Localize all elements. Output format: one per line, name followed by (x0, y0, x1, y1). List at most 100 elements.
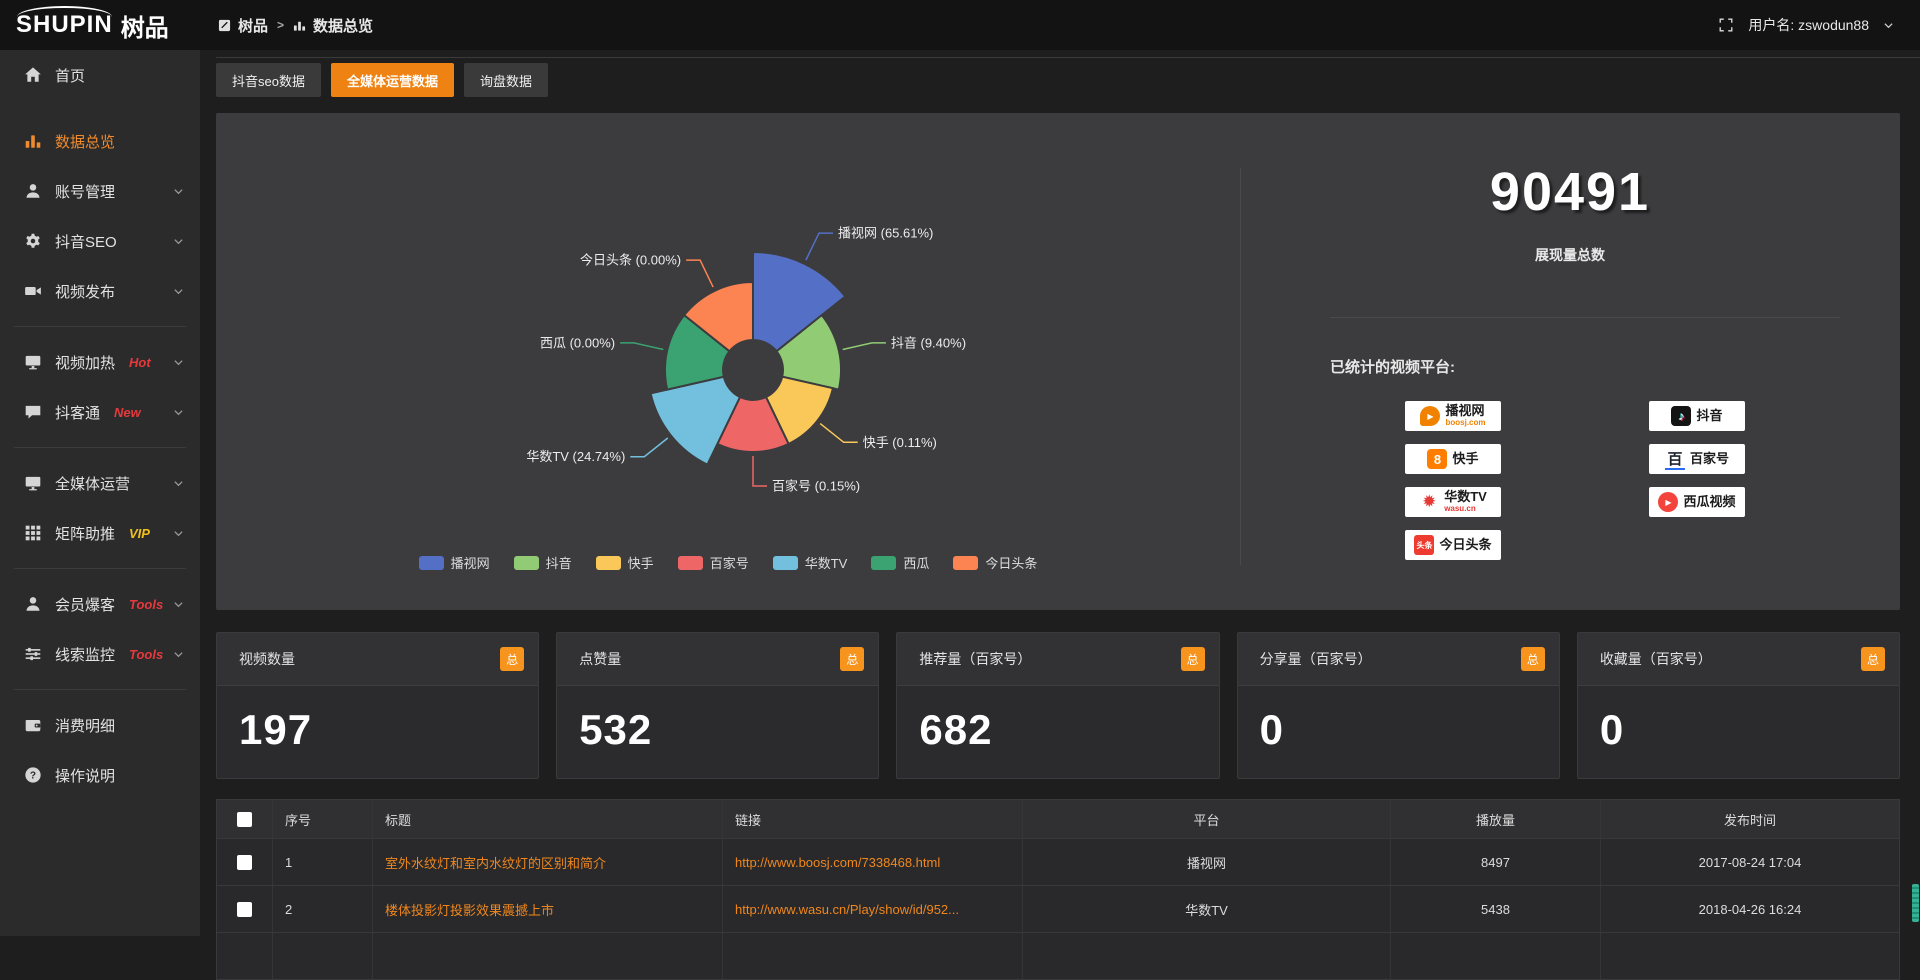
chevron-down-icon (173, 649, 184, 660)
video-title-link[interactable]: 楼体投影灯投影效果震撼上市 (385, 902, 555, 918)
legend-item-douyin[interactable]: 抖音 (513, 553, 572, 572)
platform-name: 播视网 (1445, 403, 1485, 419)
legend-item-baijia[interactable]: 百家号 (677, 553, 749, 572)
empty-cell (1023, 933, 1391, 979)
stat-card-header: 收藏量（百家号） 总 (1577, 633, 1900, 686)
row-checkbox[interactable] (237, 854, 252, 870)
tab-media-operation-data[interactable]: 全媒体运营数据 (330, 63, 454, 97)
legend-swatch (418, 555, 444, 570)
platform-badge-boosj[interactable]: ▶ 播视网 boosj.com (1405, 401, 1501, 431)
platform-badge-xigua[interactable]: ▶ 西瓜视频 (1649, 487, 1745, 517)
sidebar-item-douyin-seo[interactable]: 抖音SEO (0, 216, 200, 266)
sidebar-item-matrix-boost[interactable]: 矩阵助推 VIP (0, 508, 200, 558)
video-title-link[interactable]: 室外水纹灯和室内水纹灯的区别和简介 (385, 855, 607, 871)
stat-card-recommend-count: 推荐量（百家号） 总 682 (896, 632, 1220, 779)
empty-cell (1391, 933, 1601, 979)
platform-badge-douyin[interactable]: ♪ 抖音 (1649, 401, 1745, 431)
pie-label-boosj: 播视网 (65.61%) (838, 226, 933, 241)
fullscreen-icon[interactable] (1718, 17, 1734, 33)
sidebar-item-label: 视频发布 (55, 283, 116, 301)
header-divider (216, 57, 1920, 58)
stat-card-title: 点赞量 (579, 651, 622, 667)
wasu-logo-icon: ✹ (1422, 492, 1437, 511)
sidebar-divider (14, 447, 186, 448)
sidebar-item-label: 矩阵助推 (55, 525, 116, 543)
platforms-list: ▶ 播视网 boosj.com 8 快手 ✹ 华数TV wasu.cn 头条 今日头条 ♪ 抖音百百家… (1405, 401, 1900, 560)
video-url-link[interactable]: http://www.wasu.cn/Play/show/id/952... (735, 901, 959, 917)
topbar: SHUPIN 树品 树品 > 数据总览 用户名: zswodun88 (0, 0, 1920, 50)
stat-card-value: 532 (579, 706, 653, 753)
chart-legend: 播视网 抖音 快手 百家号 华数TV 西瓜 今日头条 (216, 553, 1240, 572)
sidebar-item-data-overview[interactable]: 数据总览 (0, 116, 200, 166)
stat-card-header: 视频数量 总 (217, 633, 539, 686)
display-icon (24, 474, 42, 492)
video-icon (24, 282, 42, 300)
pie-label-kuaishou: 快手 (0.11%) (863, 435, 937, 450)
legend-label: 华数TV (804, 556, 848, 571)
publish-time-cell: 2018-04-26 16:24 (1698, 901, 1802, 917)
chevron-down-icon (173, 528, 184, 539)
sidebar-divider (14, 568, 186, 569)
select-all-checkbox[interactable] (237, 811, 252, 827)
column-header: 播放量 (1391, 800, 1601, 838)
legend-item-toutiao[interactable]: 今日头条 (953, 553, 1037, 572)
platform-badge-toutiao[interactable]: 头条 今日头条 (1405, 530, 1501, 560)
logo-text-cn: 树品 (120, 14, 169, 42)
tab-inquiry-data[interactable]: 询盘数据 (463, 63, 548, 97)
platform-badge-wasu[interactable]: ✹ 华数TV wasu.cn (1405, 487, 1501, 517)
sidebar-item-operation-guide[interactable]: ? 操作说明 (0, 750, 200, 800)
sidebar-item-account-management[interactable]: 账号管理 (0, 166, 200, 216)
pie-label-line-xigua (620, 342, 664, 351)
gear-icon (24, 232, 42, 250)
pie-slice-toutiao[interactable] (682, 280, 754, 353)
pie-slice-wasu[interactable] (649, 375, 742, 466)
summary-divider (1330, 317, 1840, 318)
pie-slice-boosj[interactable] (752, 250, 847, 353)
sidebar-item-home[interactable]: 首页 (0, 50, 200, 100)
sidebar-divider (14, 689, 186, 690)
stat-card-header: 分享量（百家号） 总 (1237, 633, 1559, 686)
stat-card-title: 视频数量 (239, 651, 295, 667)
total-badge: 总 (840, 647, 865, 671)
legend-label: 播视网 (450, 556, 490, 571)
sidebar-item-video-publish[interactable]: 视频发布 (0, 266, 200, 316)
breadcrumb-item-shupin[interactable]: 树品 (238, 17, 269, 35)
svg-text:?: ? (30, 771, 36, 782)
sidebar-item-member-baoke[interactable]: 会员爆客 Tools (0, 579, 200, 629)
legend-item-wasu[interactable]: 华数TV (772, 553, 848, 572)
legend-item-kuaishou[interactable]: 快手 (595, 553, 654, 572)
stat-card-title: 推荐量（百家号） (919, 651, 1032, 667)
stat-card-title: 收藏量（百家号） (1599, 651, 1712, 667)
pie-label-line-toutiao (686, 259, 714, 288)
video-url-link[interactable]: http://www.boosj.com/7338468.html (735, 854, 941, 870)
video-url-cell: http://www.wasu.cn/Play/show/id/952... (723, 886, 1023, 932)
boosj-logo-icon: ▶ (1420, 406, 1441, 426)
row-checkbox[interactable] (237, 901, 252, 917)
scrollbar-thumb[interactable] (1912, 884, 1919, 922)
platform-badge-baijia[interactable]: 百百家号 (1649, 444, 1745, 474)
stat-cards: 视频数量总 197 点赞量总 532 推荐量（百家号）总 682 分享量（百家号）总 0 收藏量… (216, 632, 1901, 779)
sidebar-item-consume-detail[interactable]: 消费明细 (0, 700, 200, 750)
douyin-logo-icon: ♪ (1671, 406, 1692, 426)
platform-badge-kuaishou[interactable]: 8 快手 (1405, 444, 1501, 474)
legend-swatch (513, 555, 539, 570)
total-badge: 总 (500, 647, 525, 671)
breadcrumb-item-overview[interactable]: 数据总览 (313, 17, 374, 35)
stat-card-share-count: 分享量（百家号） 总 0 (1236, 632, 1560, 779)
panel-divider (1240, 168, 1241, 565)
chevron-down-icon[interactable] (1883, 20, 1894, 31)
legend-item-xigua[interactable]: 西瓜 (871, 553, 929, 572)
pie-slice-douyin[interactable] (775, 313, 842, 391)
pie-slice-xigua[interactable] (664, 313, 731, 391)
stat-card-value: 682 (919, 706, 993, 753)
user-icon (24, 595, 42, 613)
sidebar-item-video-heat[interactable]: 视频加热 Hot (0, 337, 200, 387)
sidebar-item-media-operation[interactable]: 全媒体运营 (0, 458, 200, 508)
legend-item-boosj[interactable]: 播视网 (418, 553, 490, 572)
empty-cell (273, 933, 373, 979)
sidebar-item-clue-monitor[interactable]: 线索监控 Tools (0, 629, 200, 679)
sidebar-item-douketong[interactable]: 抖客通 New (0, 387, 200, 437)
chevron-down-icon (173, 478, 184, 489)
table-row: 1 室外水纹灯和室内水纹灯的区别和简介 http://www.boosj.com/7… (217, 839, 1899, 886)
tab-douyin-seo-data[interactable]: 抖音seo数据 (216, 63, 321, 97)
